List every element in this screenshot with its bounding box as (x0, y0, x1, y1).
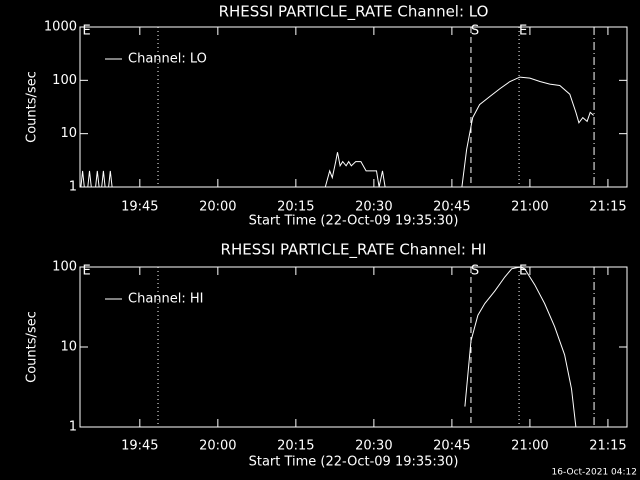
x-tick-label: 20:00 (199, 439, 236, 454)
annotation: E (82, 24, 90, 39)
x-axis-label: Start Time (22-Oct-09 19:35:30) (249, 455, 459, 470)
annotation: E (82, 264, 90, 279)
x-tick-label: 20:15 (277, 200, 314, 215)
x-tick-label: 20:45 (433, 439, 470, 454)
legend-label: Channel: LO (128, 52, 207, 67)
x-tick-label: 19:45 (121, 439, 158, 454)
x-tick-label: 21:00 (511, 200, 548, 215)
x-tick-label: 20:00 (199, 200, 236, 215)
x-tick-label: 20:30 (355, 200, 392, 215)
x-tick-label: 21:15 (589, 439, 626, 454)
legend-label: Channel: HI (128, 292, 204, 307)
chart-title: RHESSI PARTICLE_RATE Channel: HI (221, 241, 487, 260)
data-line (464, 267, 577, 427)
x-tick-label: 21:15 (589, 200, 626, 215)
x-tick-label: 20:15 (277, 439, 314, 454)
plot-frame (79, 26, 628, 188)
y-tick-label: 1 (69, 420, 77, 435)
annotation: S (471, 24, 479, 39)
annotation: E (519, 264, 527, 279)
x-tick-label: 19:45 (121, 200, 158, 215)
y-axis-label: Counts/sec (25, 311, 40, 383)
x-tick-label: 20:30 (355, 439, 392, 454)
y-tick-label: 100 (52, 73, 77, 88)
data-line (80, 76, 594, 187)
y-tick-label: 1000 (44, 20, 77, 35)
annotation: E (519, 24, 527, 39)
x-tick-label: 20:45 (433, 200, 470, 215)
y-axis-label: Counts/sec (25, 71, 40, 143)
y-tick-label: 1 (69, 180, 77, 195)
y-tick-label: 10 (60, 126, 77, 141)
y-tick-label: 100 (52, 260, 77, 275)
chart-title: RHESSI PARTICLE_RATE Channel: LO (219, 3, 489, 22)
x-tick-label: 21:00 (511, 439, 548, 454)
footer-timestamp: 16-Oct-2021 04:12 (552, 468, 637, 478)
x-axis-label: Start Time (22-Oct-09 19:35:30) (249, 214, 459, 229)
y-tick-label: 10 (60, 340, 77, 355)
annotation: S (471, 264, 479, 279)
